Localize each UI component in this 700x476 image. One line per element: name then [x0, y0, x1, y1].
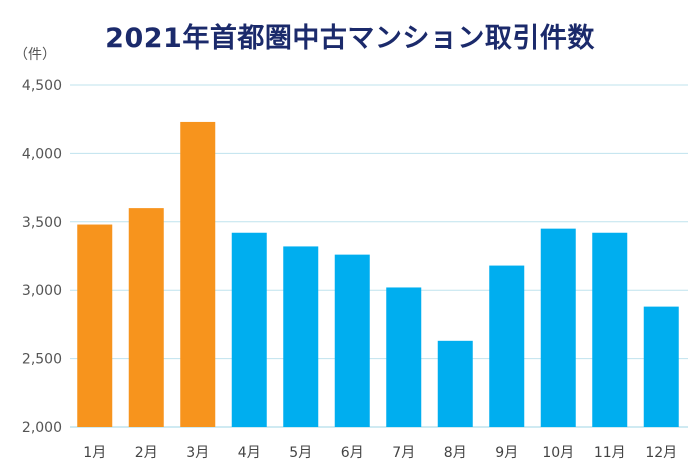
x-tick-label: 12月: [645, 445, 677, 461]
chart-title: 2021年首都圏中古マンション取引件数: [105, 23, 595, 54]
x-tick-label: 7月: [392, 445, 415, 461]
x-tick-label: 8月: [444, 445, 467, 461]
x-tick-label: 11月: [594, 445, 626, 461]
x-tick-label: 5月: [289, 445, 312, 461]
bar: [231, 232, 267, 427]
bar: [334, 254, 370, 427]
bar: [283, 246, 319, 427]
bar: [77, 224, 113, 427]
bar: [489, 265, 525, 427]
x-tick-label: 6月: [341, 445, 364, 461]
y-tick-label: 2,000: [22, 420, 62, 436]
y-tick-label: 3,000: [22, 283, 62, 299]
y-axis-unit-label: （件）: [14, 47, 56, 63]
bar: [643, 306, 679, 427]
bar: [128, 208, 164, 427]
y-tick-label: 4,000: [22, 146, 62, 162]
x-tick-label: 3月: [186, 445, 209, 461]
bar: [437, 340, 473, 427]
x-tick-label: 4月: [238, 445, 261, 461]
bar: [592, 232, 628, 427]
bar: [540, 228, 576, 427]
bar: [386, 287, 422, 427]
x-tick-label: 9月: [495, 445, 518, 461]
bar: [180, 121, 216, 427]
y-tick-label: 4,500: [22, 78, 62, 94]
x-tick-label: 2月: [135, 445, 158, 461]
x-tick-label: 1月: [83, 445, 106, 461]
y-tick-label: 2,500: [22, 352, 62, 368]
x-tick-label: 10月: [542, 445, 574, 461]
y-tick-label: 3,500: [22, 215, 62, 231]
